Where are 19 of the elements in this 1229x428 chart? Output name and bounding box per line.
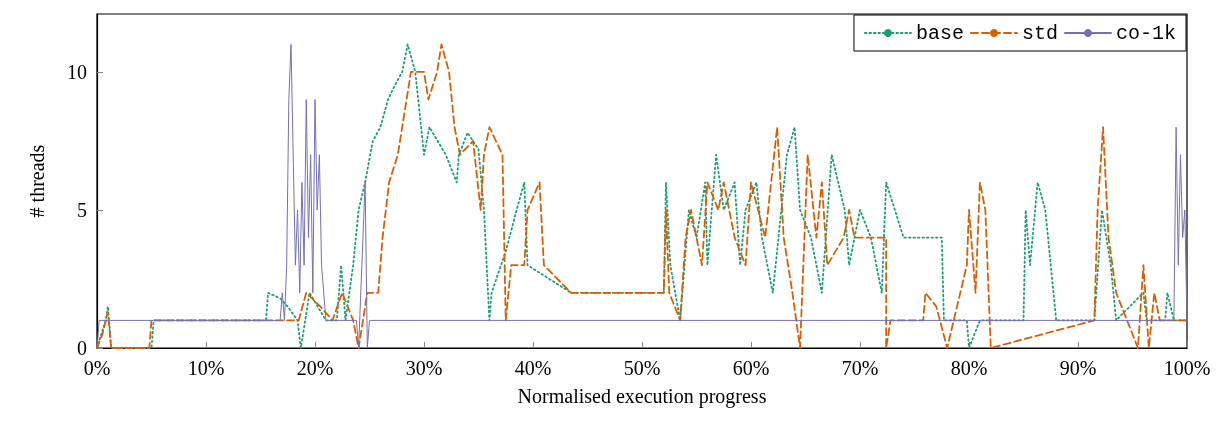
y-tick-label: 5 — [77, 198, 87, 221]
legend-label: std — [1021, 21, 1058, 45]
x-tick-label: 50% — [623, 357, 661, 379]
x-tick-label: 0% — [83, 357, 111, 379]
x-tick-label: 100% — [1163, 357, 1211, 379]
x-axis-title: Normalised execution progress — [517, 385, 767, 408]
x-tick-label: 20% — [296, 357, 334, 379]
x-tick-label: 90% — [1059, 357, 1097, 379]
legend-label: base — [915, 21, 964, 45]
x-tick-label: 80% — [950, 357, 988, 379]
x-tick-label: 40% — [514, 357, 552, 379]
x-tick-label: 70% — [841, 357, 879, 379]
legend-label: co-1k — [1115, 21, 1177, 45]
x-tick-label: 30% — [405, 357, 443, 379]
x-tick-label: 60% — [732, 357, 770, 379]
x-tick-label: 10% — [187, 357, 225, 379]
y-tick-label: 0 — [77, 337, 87, 359]
y-tick-label: 10 — [67, 60, 87, 83]
y-axis-title: # threads — [26, 144, 48, 218]
